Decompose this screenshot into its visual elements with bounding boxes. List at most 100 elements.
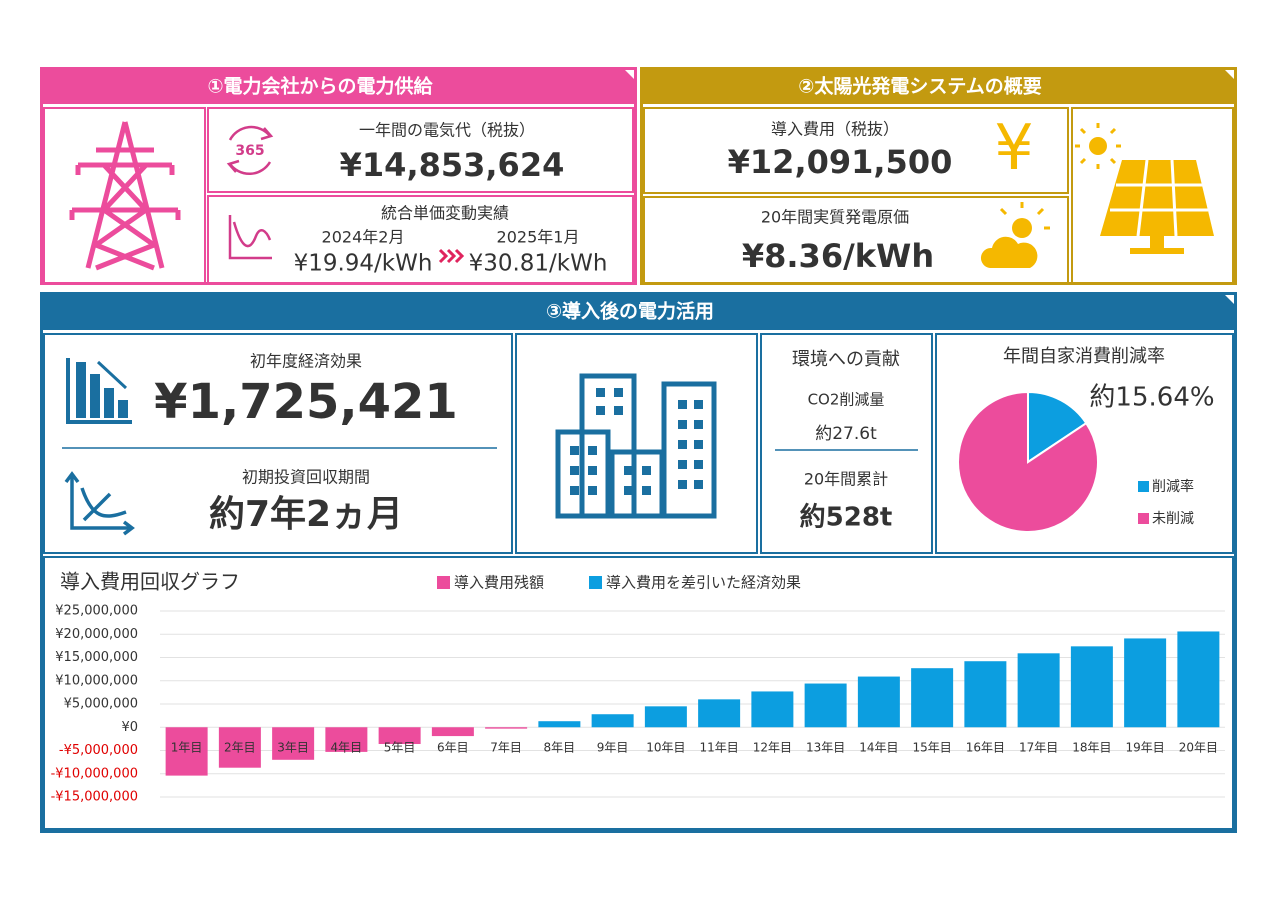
cell <box>760 333 933 554</box>
arrows-icon <box>438 248 465 264</box>
price: ¥19.94/kWh <box>294 251 433 277</box>
x-tick-label: 6年目 <box>437 741 469 755</box>
legend-swatch <box>589 576 602 589</box>
bar <box>325 727 368 752</box>
bar <box>1177 631 1220 728</box>
pie-slice <box>957 390 1099 533</box>
x-tick-label: 5年目 <box>384 741 416 755</box>
y-tick-label: ¥5,000,000 <box>64 697 138 712</box>
date: 2025年1月 <box>497 228 580 247</box>
x-tick-label: 11年目 <box>699 741 738 755</box>
x-tick-label: 20年目 <box>1179 741 1218 755</box>
x-tick-label: 16年目 <box>966 741 1005 755</box>
legend-label: 削減率 <box>1152 478 1194 495</box>
panel3-border <box>40 292 1237 833</box>
value: 約528t <box>800 502 893 533</box>
x-tick-label: 15年目 <box>912 741 951 755</box>
legend-swatch <box>1138 481 1149 492</box>
buildings-icon <box>555 373 717 519</box>
cell <box>643 196 1069 284</box>
x-tick-label: 4年目 <box>331 741 363 755</box>
y-tick-label: ¥0 <box>121 720 138 735</box>
x-tick-label: 10年目 <box>646 741 685 755</box>
y-tick-label: ¥10,000,000 <box>55 673 138 688</box>
tower-icon <box>69 121 181 271</box>
bar <box>644 706 687 728</box>
x-tick-label: 7年目 <box>490 741 522 755</box>
legend-label: 導入費用を差引いた経済効果 <box>606 574 801 592</box>
x-tick-label: 3年目 <box>277 741 309 755</box>
value: ¥8.36/kWh <box>742 237 934 275</box>
panel-title: ①電力会社からの電力供給 <box>207 75 433 98</box>
panel-title: ③導入後の電力活用 <box>546 300 714 323</box>
panel3-header <box>40 292 1237 330</box>
chart-title: 導入費用回収グラフ <box>60 570 240 594</box>
value: ¥1,725,421 <box>154 374 458 430</box>
cell <box>43 556 1234 830</box>
cell <box>1071 107 1234 284</box>
x-tick-label: 1年目 <box>171 741 203 755</box>
y-tick-label: -¥10,000,000 <box>51 766 138 781</box>
label: 20年間実質発電原価 <box>761 208 909 227</box>
bar <box>1017 653 1060 728</box>
cell <box>43 333 513 554</box>
y-tick-label: ¥25,000,000 <box>55 604 138 619</box>
panel-title: ②太陽光発電システムの概要 <box>798 75 1042 98</box>
label: 初期投資回収期間 <box>242 468 370 487</box>
bar <box>538 721 581 728</box>
panel1-header <box>40 67 637 104</box>
panel2-header <box>640 67 1237 104</box>
y-tick-label: -¥5,000,000 <box>59 743 138 758</box>
label: 統合単価変動実績 <box>381 204 509 223</box>
label: 初年度経済効果 <box>250 352 362 371</box>
legend-label: 未削減 <box>1152 510 1194 527</box>
x-tick-label: 8年目 <box>544 741 576 755</box>
trend-icon <box>228 215 272 260</box>
bar <box>591 714 634 728</box>
x-tick-label: 9年目 <box>597 741 629 755</box>
value: ¥14,853,624 <box>340 146 565 184</box>
legend-label: 導入費用残額 <box>454 574 544 592</box>
bar <box>165 727 208 776</box>
bar <box>272 727 315 760</box>
x-tick-label: 17年目 <box>1019 741 1058 755</box>
cell <box>643 107 1069 194</box>
payback-icon <box>64 471 135 536</box>
icon-text: 365 <box>235 143 264 159</box>
cell <box>515 333 758 554</box>
weather-icon <box>980 202 1050 268</box>
x-tick-label: 2年目 <box>224 741 256 755</box>
price: ¥30.81/kWh <box>469 251 608 277</box>
x-tick-label: 19年目 <box>1125 741 1164 755</box>
bar <box>964 661 1007 728</box>
label: CO2削減量 <box>808 391 885 409</box>
pie-slice <box>1027 390 1088 464</box>
bar <box>1070 646 1113 728</box>
bar <box>431 727 474 737</box>
cell <box>207 195 634 284</box>
bar <box>378 727 421 744</box>
decline-icon <box>66 358 132 424</box>
label: 環境への貢献 <box>792 349 900 370</box>
bar <box>698 699 741 728</box>
bar <box>751 691 794 728</box>
x-tick-label: 13年目 <box>806 741 845 755</box>
label: 導入費用（税抜） <box>771 120 899 139</box>
x-tick-label: 14年目 <box>859 741 898 755</box>
bar <box>804 683 847 728</box>
value: 約7年2ヵ月 <box>209 494 403 535</box>
bar <box>218 727 261 768</box>
pie-title: 年間自家消費削減率 <box>1003 346 1165 367</box>
legend-swatch <box>1138 513 1149 524</box>
bar <box>911 668 954 728</box>
solar-icon <box>1075 123 1214 254</box>
cell <box>935 333 1234 554</box>
label: 20年間累計 <box>804 470 888 489</box>
value: 約27.6t <box>815 424 877 444</box>
bar <box>485 727 528 729</box>
bar <box>1124 638 1167 728</box>
value: ¥12,091,500 <box>728 143 953 181</box>
y-tick-label: ¥15,000,000 <box>55 650 138 665</box>
x-tick-label: 12年目 <box>753 741 792 755</box>
y-tick-label: ¥20,000,000 <box>55 627 138 642</box>
